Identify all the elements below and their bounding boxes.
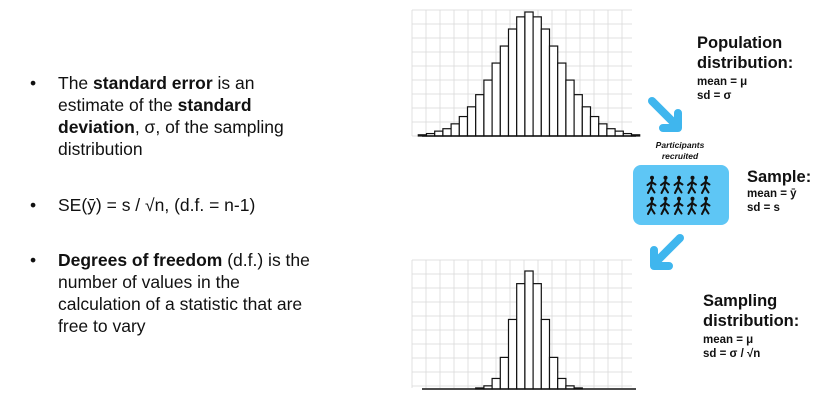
histogram-bar: [540, 318, 551, 390]
sampling-title-2: distribution:: [703, 312, 800, 330]
walking-person-icon: [700, 196, 711, 215]
histogram-bar: [524, 270, 534, 390]
walking-person-icon: [687, 175, 697, 194]
bullet-text: SE(ȳ) = s / √n, (d.f. = n-1): [58, 195, 256, 215]
sample-mean: mean = ȳ: [747, 188, 797, 200]
walking-person-icon: [660, 175, 670, 194]
histogram-bar: [507, 318, 518, 390]
histogram-bar: [524, 11, 534, 137]
recruit-label-line2: recruited: [661, 151, 699, 161]
histogram-bar: [516, 16, 526, 137]
sample-label: Sample: mean = ȳ sd = s: [747, 167, 811, 215]
walking-person-icon: [646, 175, 657, 194]
histogram-bar: [499, 356, 510, 390]
bullet-dot: •: [30, 195, 37, 215]
walking-person-icon: [673, 196, 684, 215]
population-label: Population distribution: mean = μ sd = σ: [697, 33, 793, 103]
histogram-bar: [499, 45, 510, 137]
histogram-bar: [532, 283, 542, 390]
walking-person-icon: [646, 196, 657, 215]
histogram-bar: [466, 106, 477, 137]
bullet-text: The standard error is an estimate of the…: [58, 73, 284, 159]
walking-person-icon: [700, 175, 711, 194]
bullet-text: Degrees of freedom (d.f.) is the number …: [58, 250, 310, 336]
sampling-title: Sampling: [703, 292, 778, 310]
population-title-2: distribution:: [697, 54, 794, 72]
walking-person-icon: [660, 196, 670, 215]
histogram-bar: [532, 16, 542, 137]
bullet-dot: •: [30, 250, 37, 270]
arrow-icon: [648, 97, 682, 132]
arrow-icon: [650, 234, 684, 270]
histogram-bar: [548, 356, 559, 390]
recruit-label-line1: Participants: [655, 140, 705, 150]
histogram-bar: [565, 79, 575, 137]
histogram-bar: [598, 123, 608, 137]
histogram-bar: [573, 94, 583, 137]
population-mean: mean = μ: [697, 76, 748, 88]
bullet-dot: •: [30, 73, 37, 93]
histogram-bar: [507, 28, 518, 137]
histogram-bar: [557, 377, 567, 390]
participants-group: [646, 175, 711, 215]
sample-box: [633, 165, 729, 225]
histogram-bar: [458, 115, 469, 137]
histogram-bar: [516, 283, 526, 390]
histogram-bar: [491, 377, 501, 390]
population-title: Population: [697, 34, 783, 52]
histogram-bar: [450, 123, 460, 137]
histogram-bar: [475, 94, 485, 137]
histogram-bar: [589, 115, 600, 137]
sampling-label: Sampling distribution: mean = μ sd = σ /…: [703, 291, 799, 361]
histogram-bar: [581, 106, 592, 137]
sample-sd: sd = s: [747, 202, 780, 214]
walking-person-icon: [687, 196, 697, 215]
population-histogram: [417, 11, 641, 137]
sample-title: Sample:: [747, 168, 812, 186]
histogram-bar: [491, 62, 501, 137]
histogram-bar: [442, 128, 452, 137]
histogram-bar: [548, 45, 559, 137]
histogram-bar: [606, 128, 616, 137]
walking-person-icon: [673, 175, 684, 194]
population-sd: sd = σ: [697, 90, 732, 102]
sampling-mean: mean = μ: [703, 334, 754, 346]
sampling-sd: sd = σ / √n: [703, 348, 761, 360]
sampling-histogram: [422, 270, 636, 390]
participants-recruited-label: Participants recruited: [640, 140, 720, 162]
histogram-bar: [540, 28, 551, 137]
histogram-bar: [483, 79, 493, 137]
histogram-bar: [557, 62, 567, 137]
